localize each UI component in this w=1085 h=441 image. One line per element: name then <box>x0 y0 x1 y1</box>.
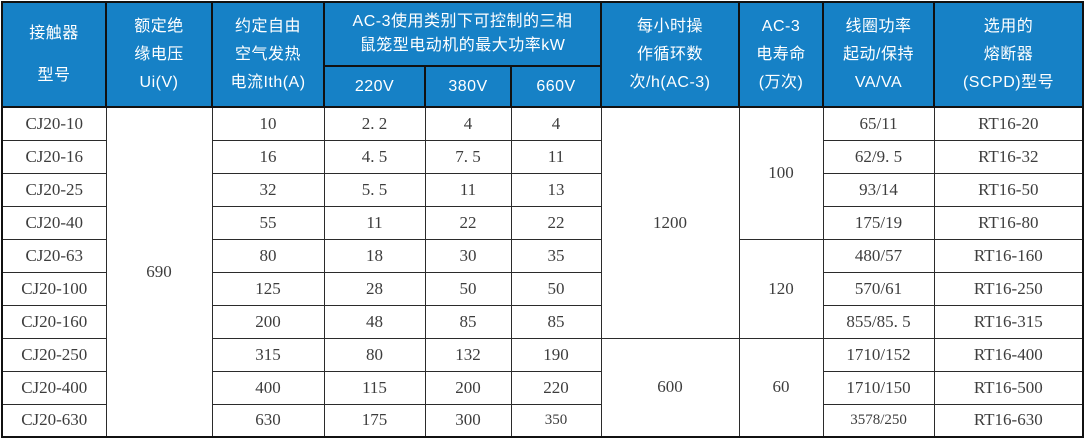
cell-power-660: 22 <box>510 205 602 240</box>
cell-power-380: 132 <box>424 337 512 372</box>
cell-power-380: 85 <box>424 304 512 339</box>
cell-fuse: RT16-400 <box>933 337 1084 372</box>
cell-model: CJ20-630 <box>1 403 107 438</box>
cell-power-660: 190 <box>510 337 602 372</box>
header-cell-max-power-group: AC-3使用类别下可控制的三相 鼠笼型电动机的最大功率kW <box>322 1 603 67</box>
cell-coil: 1710/152 <box>822 337 935 372</box>
table-row: CJ20-16 16 4. 5 7. 5 11 62/9. 5 RT16-32 <box>1 139 1084 174</box>
cell-power-380: 30 <box>424 238 512 273</box>
cell-power-660: 50 <box>510 271 602 306</box>
table-row: CJ20-10 690 10 2. 2 4 4 1200 100 65/11 R… <box>1 106 1084 438</box>
cell-ith: 125 <box>211 271 325 306</box>
cell-model: CJ20-25 <box>1 172 107 207</box>
cell-ith: 400 <box>211 370 325 405</box>
cell-cycles-merged: 600 <box>600 337 740 438</box>
table-body: CJ20-10 690 10 2. 2 4 4 1200 100 65/11 R… <box>1 106 1084 438</box>
cell-ith: 32 <box>211 172 325 207</box>
header-cell-model: 接触器 型号 <box>1 1 107 108</box>
cell-model: CJ20-400 <box>1 370 107 405</box>
cell-power-660: 350 <box>510 403 602 438</box>
cell-power-660: 4 <box>510 106 602 141</box>
cell-coil: 65/11 <box>822 106 935 141</box>
cell-life-merged: 60 <box>738 337 824 438</box>
cell-coil: 855/85. 5 <box>822 304 935 339</box>
cell-model: CJ20-16 <box>1 139 107 174</box>
cell-power-380: 200 <box>424 370 512 405</box>
table-row: CJ20-40 55 11 22 22 175/19 RT16-80 <box>1 205 1084 240</box>
cell-coil: 1710/150 <box>822 370 935 405</box>
header-cell-fuse-type: 选用的 熔断器 (SCPD)型号 <box>933 1 1085 108</box>
cell-fuse: RT16-250 <box>933 271 1084 306</box>
cell-life-merged: 120 <box>738 238 824 339</box>
cell-ith: 16 <box>211 139 325 174</box>
cell-power-380: 11 <box>424 172 512 207</box>
cell-power-380: 22 <box>424 205 512 240</box>
cell-fuse: RT16-630 <box>933 403 1084 438</box>
cell-model: CJ20-10 <box>1 106 107 141</box>
cell-model: CJ20-100 <box>1 271 107 306</box>
cell-coil: 480/57 <box>822 238 935 273</box>
header-cell-660v: 660V <box>509 65 603 108</box>
cell-ui-merged: 690 <box>105 106 213 438</box>
cell-fuse: RT16-20 <box>933 106 1084 141</box>
cell-model: CJ20-160 <box>1 304 107 339</box>
cell-coil: 93/14 <box>822 172 935 207</box>
cell-power-220: 48 <box>323 304 426 339</box>
table-header: 接触器 型号 额定绝 缘电压 Ui(V) 约定自由 空气发热 电流Ith(A) … <box>1 1 1085 108</box>
table-row: CJ20-250 315 80 132 190 600 60 1710/152 … <box>1 337 1084 438</box>
table-row: CJ20-100 125 28 50 50 570/61 RT16-250 <box>1 271 1084 306</box>
cell-power-220: 115 <box>323 370 426 405</box>
cell-model: CJ20-250 <box>1 337 107 372</box>
table-row: CJ20-400 400 115 200 220 1710/150 RT16-5… <box>1 370 1084 405</box>
header-cell-220v: 220V <box>323 65 426 108</box>
cell-power-660: 220 <box>510 370 602 405</box>
cell-power-380: 4 <box>424 106 512 141</box>
cell-life-merged: 100 <box>738 106 824 240</box>
table-row: CJ20-25 32 5. 5 11 13 93/14 RT16-50 <box>1 172 1084 207</box>
cell-fuse: RT16-500 <box>933 370 1084 405</box>
cell-ith: 80 <box>211 238 325 273</box>
header-cell-coil-power: 线圈功率 起动/保持 VA/VA <box>822 1 936 108</box>
cell-model: CJ20-63 <box>1 238 107 273</box>
cell-ith: 630 <box>211 403 325 438</box>
header-cell-thermal-current: 约定自由 空气发热 电流Ith(A) <box>211 1 325 108</box>
cell-fuse: RT16-160 <box>933 238 1084 273</box>
cell-fuse: RT16-32 <box>933 139 1084 174</box>
table-row: CJ20-63 80 18 30 35 120 480/57 RT16-160 <box>1 238 1084 339</box>
header-cell-380v: 380V <box>424 65 512 108</box>
cell-model: CJ20-40 <box>1 205 107 240</box>
cell-coil: 3578/250 <box>822 403 935 438</box>
cell-power-220: 11 <box>323 205 426 240</box>
cell-power-220: 175 <box>323 403 426 438</box>
cell-ith: 55 <box>211 205 325 240</box>
cell-power-220: 80 <box>323 337 426 372</box>
cell-power-220: 2. 2 <box>323 106 426 141</box>
header-cell-insulation-voltage: 额定绝 缘电压 Ui(V) <box>105 1 213 108</box>
cell-power-220: 18 <box>323 238 426 273</box>
cell-power-220: 28 <box>323 271 426 306</box>
cell-coil: 570/61 <box>822 271 935 306</box>
cell-ith: 200 <box>211 304 325 339</box>
cell-power-220: 4. 5 <box>323 139 426 174</box>
cell-fuse: RT16-50 <box>933 172 1084 207</box>
table-row: CJ20-630 630 175 300 350 3578/250 RT16-6… <box>1 403 1084 438</box>
cell-ith: 315 <box>211 337 325 372</box>
cell-coil: 175/19 <box>822 205 935 240</box>
cell-power-380: 300 <box>424 403 512 438</box>
header-cell-cycles-per-hour: 每小时操 作循环数 次/h(AC-3) <box>600 1 741 108</box>
cell-power-220: 5. 5 <box>323 172 426 207</box>
cell-power-660: 35 <box>510 238 602 273</box>
cell-power-660: 85 <box>510 304 602 339</box>
cell-power-660: 11 <box>510 139 602 174</box>
cell-cycles-merged: 1200 <box>600 106 740 339</box>
header-cell-electrical-life: AC-3 电寿命 (万次) <box>738 1 825 108</box>
cell-power-380: 7. 5 <box>424 139 512 174</box>
cell-fuse: RT16-80 <box>933 205 1084 240</box>
cell-power-380: 50 <box>424 271 512 306</box>
cell-power-660: 13 <box>510 172 602 207</box>
cell-coil: 62/9. 5 <box>822 139 935 174</box>
cell-fuse: RT16-315 <box>933 304 1084 339</box>
cell-ith: 10 <box>211 106 325 141</box>
